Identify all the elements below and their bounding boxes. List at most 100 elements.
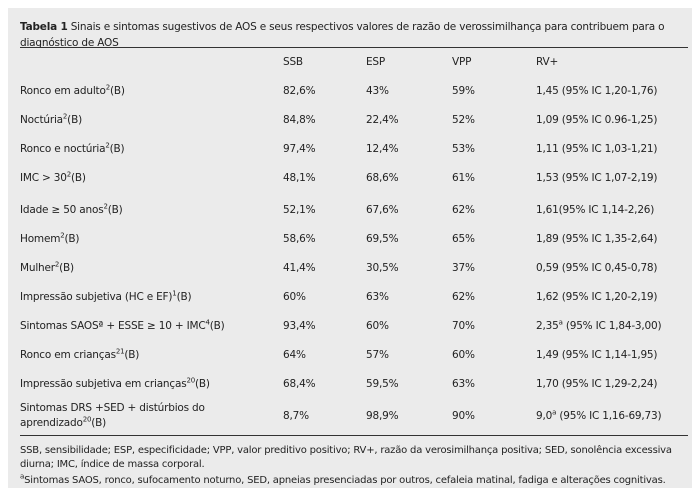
rv-ci: (95% IC 1,20-2,19) — [558, 291, 658, 303]
vpp-value: 37% — [452, 262, 475, 274]
esp-value: 57% — [366, 349, 389, 361]
rv-number: 1,09 — [536, 114, 559, 126]
label-text: Sintomas SAOSª + ESSE ≥ 10 + IMC — [20, 320, 206, 332]
esp-value: 60% — [366, 320, 389, 332]
rv-number: 1,61 — [536, 204, 559, 216]
ssb-value: 68,4% — [283, 378, 316, 390]
reference-sup: 1 — [172, 289, 177, 298]
reference-sup: 21 — [115, 347, 125, 356]
esp-value: 68,6% — [366, 172, 399, 184]
vpp-value: 52% — [452, 114, 475, 126]
ssb-value: 41,4% — [283, 262, 316, 274]
row-label: Ronco em adulto2(B) — [20, 77, 270, 106]
table-row: Impressão subjetiva (HC e EF)1(B) 60% 63… — [20, 283, 688, 312]
reference-sup: 2 — [105, 141, 110, 150]
rv-number: 1,11 — [536, 143, 559, 155]
esp-value: 30,5% — [366, 262, 399, 274]
table-row: Sintomas DRS +SED + distúrbios do aprend… — [20, 399, 688, 433]
rv-ci: (95% IC 1,84-3,00) — [562, 320, 662, 332]
evidence-level: (B) — [209, 320, 225, 332]
vpp-value: 62% — [452, 291, 475, 303]
ssb-value: 64% — [283, 349, 306, 361]
row-label: Ronco e noctúria2(B) — [20, 135, 270, 164]
label-text: Idade ≥ 50 anos — [20, 204, 104, 216]
row-label: Idade ≥ 50 anos2(B) — [20, 196, 270, 225]
row-label: Impressão subjetiva (HC e EF)1(B) — [20, 283, 270, 312]
ssb-value: 93,4% — [283, 320, 316, 332]
ssb-value: 97,4% — [283, 143, 316, 155]
vpp-value: 62% — [452, 204, 475, 216]
vpp-value: 65% — [452, 233, 475, 245]
evidence-level: (B) — [109, 85, 125, 97]
table-row: IMC > 302(B) 48,1% 68,6% 61% 1,53 (95% I… — [20, 164, 688, 193]
header-row: SSB ESP VPP RV+ — [20, 48, 688, 77]
rv-number: 1,62 — [536, 291, 559, 303]
evidence-level: (B) — [176, 291, 192, 303]
label-text: Noctúria — [20, 114, 63, 126]
row-label: Sintomas SAOSª + ESSE ≥ 10 + IMC4(B) — [20, 312, 270, 341]
table-row: Homem2(B) 58,6% 69,5% 65% 1,89 (95% IC 1… — [20, 225, 688, 254]
vpp-value: 90% — [452, 409, 475, 422]
bottom-rule — [20, 435, 688, 436]
rv-number: 1,89 — [536, 233, 559, 245]
reference-sup: 20 — [82, 415, 92, 424]
reference-sup: 20 — [186, 376, 195, 385]
row-label: Sintomas DRS +SED + distúrbios do aprend… — [20, 399, 270, 433]
esp-value: 22,4% — [366, 114, 399, 126]
vpp-value: 61% — [452, 172, 475, 184]
evidence-level: (B) — [71, 172, 86, 184]
label-text: IMC > 30 — [20, 172, 67, 184]
rv-number: 2,35 — [536, 320, 559, 332]
esp-value: 67,6% — [366, 204, 399, 216]
label-text: Sintomas DRS +SED + distúrbios do aprend… — [20, 402, 205, 429]
rv-value: 1,70 (95% IC 1,29-2,24) — [536, 370, 658, 399]
rv-ci: (95% IC 1,35-2,64) — [558, 233, 658, 245]
rv-number: 1,45 — [536, 85, 559, 97]
table-caption: Tabela 1 Sinais e sintomas sugestivos de… — [20, 19, 690, 51]
rv-sup: a — [552, 408, 557, 416]
table-row: Ronco em crianças21(B) 64% 57% 60% 1,49 … — [20, 341, 688, 370]
rv-value: 1,53 (95% IC 1,07-2,19) — [536, 164, 658, 193]
rv-number: 1,70 — [536, 378, 559, 390]
rv-value: 1,62 (95% IC 1,20-2,19) — [536, 283, 658, 312]
ssb-value: 84,8% — [283, 114, 316, 126]
header-esp: ESP — [366, 56, 386, 68]
rv-ci: (95% IC 1,07-2,19) — [558, 172, 658, 184]
rv-ci: (95% IC 1,20-1,76) — [558, 85, 658, 97]
reference-sup: 2 — [54, 260, 60, 269]
footnote-abbreviations: SSB, sensibilidade; ESP, especificidade;… — [20, 445, 672, 470]
evidence-level: (B) — [109, 143, 125, 155]
evidence-level: (B) — [194, 378, 210, 390]
table-container: Tabela 1 Sinais e sintomas sugestivos de… — [8, 8, 692, 488]
evidence-level: (B) — [67, 114, 82, 126]
label-text: Ronco e noctúria — [20, 143, 106, 155]
rv-ci: (95% IC 1,03-1,21) — [558, 143, 658, 155]
rv-value: 1,61(95% IC 1,14-2,26) — [536, 196, 654, 225]
table-row: Ronco em adulto2(B) 82,6% 43% 59% 1,45 (… — [20, 77, 688, 106]
header-vpp: VPP — [452, 56, 472, 68]
vpp-value: 70% — [452, 320, 475, 332]
esp-value: 63% — [366, 291, 389, 303]
rv-value: 2,35a (95% IC 1,84-3,00) — [536, 312, 662, 341]
rv-ci: (95% IC 1,14-2,26) — [558, 204, 655, 216]
evidence-level: (B) — [91, 417, 107, 429]
footnote-a-text: Sintomas SAOS, ronco, sufocamento noturn… — [24, 475, 666, 486]
row-label: Homem2(B) — [20, 225, 270, 254]
rv-sup: a — [558, 318, 563, 327]
row-label: IMC > 302(B) — [20, 164, 270, 193]
reference-sup: 4 — [205, 318, 210, 327]
ssb-value: 52,1% — [283, 204, 316, 216]
rv-value: 1,49 (95% IC 1,14-1,95) — [536, 341, 658, 370]
evidence-level: (B) — [107, 204, 123, 216]
rv-value: 1,45 (95% IC 1,20-1,76) — [536, 77, 658, 106]
row-label: Ronco em crianças21(B) — [20, 341, 270, 370]
vpp-value: 60% — [452, 349, 475, 361]
rv-value: 1,89 (95% IC 1,35-2,64) — [536, 225, 658, 254]
rv-number: 1,49 — [536, 349, 559, 361]
header-ssb: SSB — [283, 56, 303, 68]
rv-number: 0,59 — [536, 262, 559, 274]
esp-value: 98,9% — [366, 409, 399, 422]
rv-ci: (95% IC 1,16-69,73) — [556, 409, 662, 422]
rv-number: 1,53 — [536, 172, 559, 184]
evidence-level: (B) — [59, 262, 74, 274]
